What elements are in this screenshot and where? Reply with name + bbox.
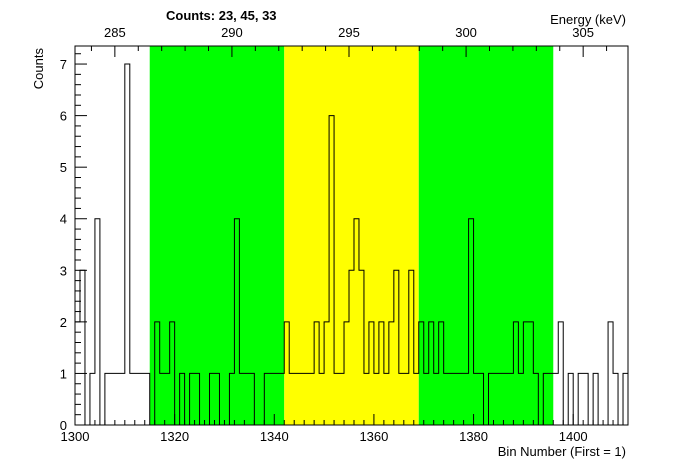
energy-tick-label: 305 [572,25,594,40]
x-tick-label: 1400 [559,429,588,444]
energy-tick-label: 295 [338,25,360,40]
y-tick-label: 7 [60,57,67,72]
y-tick-label: 6 [60,109,67,124]
y-tick-label: 0 [60,418,67,433]
energy-tick-label: 285 [104,25,126,40]
y-tick-label: 4 [60,212,67,227]
y-tick-label: 1 [60,366,67,381]
region-background-right [418,46,554,425]
x-tick-label: 1300 [61,429,90,444]
x-tick-label: 1360 [359,429,388,444]
y-tick-label: 3 [60,263,67,278]
energy-axis-title: Energy (keV) [550,12,626,27]
y-tick-label: 5 [60,160,67,175]
axis-ticks: 1300 1320 1340 1360 1380 1400 0 1 2 3 4 5 6 7 285 290 29… [60,25,624,444]
energy-tick-label: 290 [221,25,243,40]
y-tick-label: 2 [60,315,67,330]
x-tick-label: 1380 [459,429,488,444]
integration-regions [149,46,554,425]
energy-tick-label: 300 [455,25,477,40]
x-tick-label: 1320 [160,429,189,444]
x-tick-label: 1340 [260,429,289,444]
plot-frame [74,45,629,426]
x-axis-title: Bin Number (First = 1) [498,444,626,459]
region-peak [284,46,419,425]
chart-title: Counts: 23, 45, 33 [166,8,277,23]
region-background-left [149,46,285,425]
y-axis-title: Counts [31,48,46,90]
